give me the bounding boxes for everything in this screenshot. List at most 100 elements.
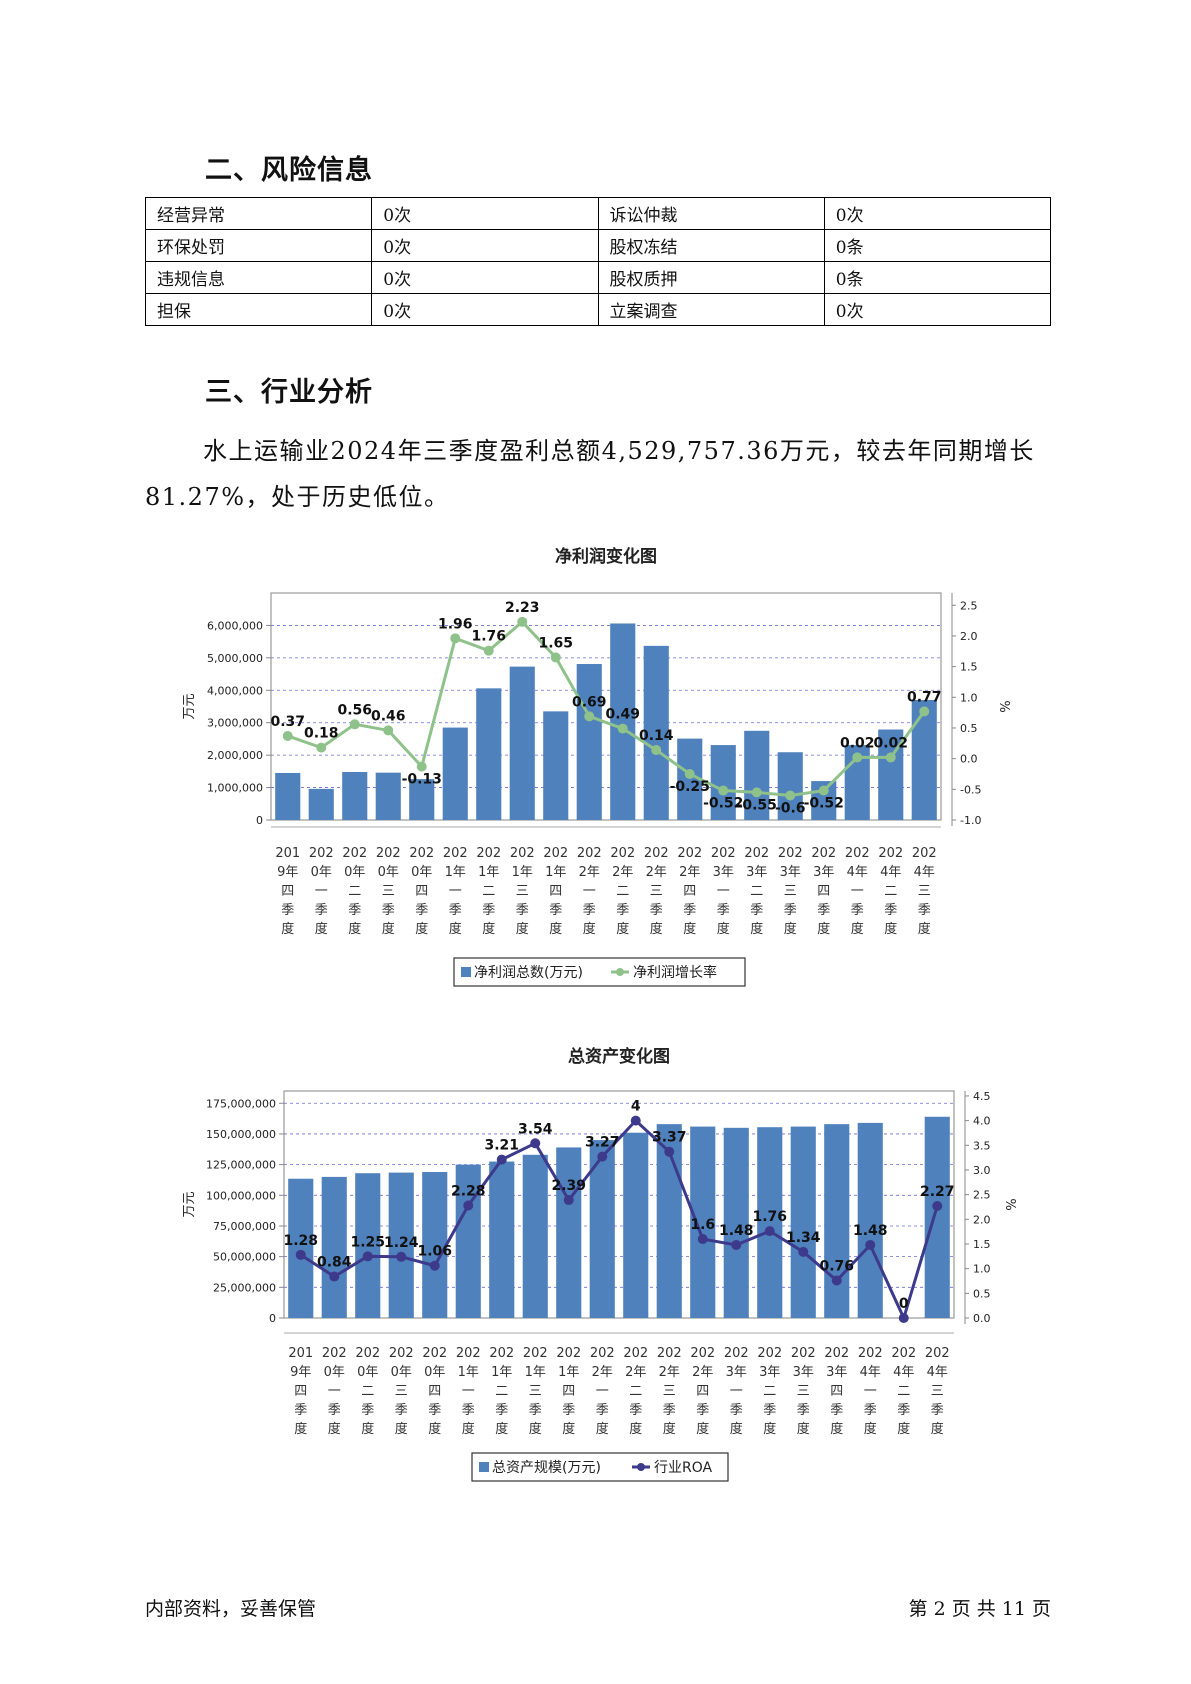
- bar: [556, 1147, 582, 1318]
- x-tick-label: 202 1年四季度: [543, 846, 568, 937]
- risk-item-label: 股权冻结: [597, 229, 825, 262]
- legend-swatch-dot: [616, 968, 624, 976]
- data-label: 1.76: [471, 629, 506, 645]
- x-tick-label: 202 2年三季度: [644, 846, 669, 937]
- bar: [576, 664, 602, 820]
- x-tick-label: 202 0年三季度: [389, 1346, 414, 1437]
- y-right-axis-label: %: [1002, 1198, 1017, 1210]
- line-point: [349, 719, 360, 730]
- risk-table-row: 担保 0次 立案调查 0次: [144, 293, 1052, 326]
- line-point: [483, 645, 494, 656]
- x-tick-label: 202 1年三季度: [510, 846, 535, 937]
- y-right-tick-label: 4.0: [973, 1115, 991, 1128]
- bar: [509, 666, 535, 820]
- line-point: [362, 1251, 373, 1262]
- risk-table-row: 环保处罚 0次 股权冻结 0条: [144, 229, 1052, 262]
- legend-box: [453, 957, 746, 987]
- line-point: [718, 785, 729, 796]
- legend-label-bar: 净利润总数(万元): [474, 965, 583, 981]
- legend-label-line: 行业ROA: [654, 1460, 713, 1476]
- data-label: -0.52: [703, 796, 743, 812]
- line-point: [630, 1115, 641, 1126]
- line-point: [651, 745, 662, 756]
- risk-item-value: 0条: [823, 261, 1052, 294]
- y-left-tick-label: 2,000,000: [207, 749, 263, 762]
- y-right-tick-label: 0.0: [973, 1312, 991, 1325]
- risk-item-value: 0次: [371, 229, 599, 262]
- footer-confidential: 内部资料，妥善保管: [145, 1598, 317, 1620]
- x-tick-label: 202 3年三季度: [791, 1346, 816, 1437]
- line-point: [697, 1234, 708, 1245]
- data-label: 0.02: [840, 735, 875, 751]
- bar: [308, 788, 334, 820]
- bar: [623, 1132, 649, 1318]
- risk-item-label: 担保: [144, 293, 373, 326]
- line-point: [396, 1251, 407, 1262]
- bar: [924, 1116, 950, 1318]
- y-left-tick-label: 75,000,000: [213, 1220, 276, 1233]
- y-right-tick-label: 1.5: [960, 661, 978, 674]
- x-tick-label: 202 1年一季度: [456, 1346, 481, 1437]
- y-right-tick-label: 2.0: [973, 1213, 991, 1226]
- legend-swatch-dot: [637, 1463, 645, 1471]
- bar: [824, 1124, 850, 1318]
- data-label: 2.27: [920, 1184, 955, 1200]
- bar: [275, 772, 301, 820]
- x-tick-label: 202 2年一季度: [590, 1346, 615, 1437]
- data-label: -0.13: [402, 772, 442, 788]
- series-line: [287, 619, 926, 797]
- bar: [342, 772, 368, 820]
- x-tick-label: 202 2年二季度: [623, 1346, 648, 1437]
- data-label: -0.6: [775, 800, 806, 816]
- data-label: 0.14: [639, 728, 674, 744]
- bar: [476, 688, 502, 820]
- x-tick-label: 202 1年一季度: [443, 846, 468, 937]
- data-label: 0.84: [317, 1255, 352, 1271]
- x-tick-label: 202 2年四季度: [690, 1346, 715, 1437]
- data-label: 2.39: [551, 1178, 586, 1194]
- line-point: [818, 785, 829, 796]
- x-tick-label: 202 2年一季度: [577, 846, 602, 937]
- x-tick-label: 202 0年四季度: [409, 846, 434, 937]
- risk-table-row: 经营异常 0次 诉讼仲裁 0次: [144, 197, 1052, 230]
- y-right-tick-label: 3.5: [973, 1139, 991, 1152]
- data-label: 3.54: [518, 1121, 553, 1137]
- x-tick-label: 202 0年一季度: [322, 1346, 347, 1437]
- bar: [857, 1122, 883, 1318]
- line-point: [898, 1313, 909, 1323]
- line-point: [885, 752, 896, 763]
- risk-item-value: 0次: [823, 293, 1052, 326]
- data-label: 4: [631, 1099, 641, 1115]
- x-tick-label: 202 4年三季度: [912, 846, 937, 937]
- bar: [610, 623, 636, 820]
- y-right-tick-label: 2.5: [960, 599, 978, 612]
- data-label: 2.28: [451, 1183, 486, 1199]
- legend-label-line: 净利润增长率: [633, 964, 717, 981]
- y-left-tick-label: 150,000,000: [206, 1128, 276, 1141]
- bar: [422, 1171, 448, 1318]
- y-right-tick-label: 2.5: [973, 1189, 991, 1202]
- risk-item-label: 诉讼仲裁: [597, 197, 825, 230]
- data-label: 1.24: [384, 1235, 419, 1251]
- line-point: [751, 787, 762, 798]
- data-label: 0: [899, 1296, 909, 1312]
- x-tick-label: 202 1年三季度: [523, 1346, 548, 1437]
- bar: [375, 772, 401, 820]
- risk-item-label: 经营异常: [144, 197, 373, 230]
- data-label: -0.52: [804, 796, 844, 812]
- x-tick-label: 202 1年二季度: [489, 1346, 514, 1437]
- data-label: 3.21: [484, 1138, 519, 1154]
- x-tick-label: 202 3年一季度: [711, 846, 736, 937]
- data-label: 0.02: [873, 735, 908, 751]
- y-right-tick-label: -1.0: [960, 814, 981, 827]
- y-right-tick-label: 1.0: [960, 691, 978, 704]
- line-point: [329, 1271, 340, 1282]
- net-profit-chart: 净利润变化图 0 1,000,000 2,000,000 3,000,000 4,000,…: [182, 546, 1011, 987]
- bar: [455, 1164, 481, 1318]
- legend-box: [471, 1452, 729, 1482]
- series-line: [299, 1118, 939, 1323]
- y-left-tick-label: 50,000,000: [213, 1251, 276, 1264]
- y-left-tick-label: 175,000,000: [206, 1097, 276, 1110]
- y-left-axis-label: 万元: [182, 1191, 197, 1217]
- risk-item-value: 0次: [371, 293, 599, 326]
